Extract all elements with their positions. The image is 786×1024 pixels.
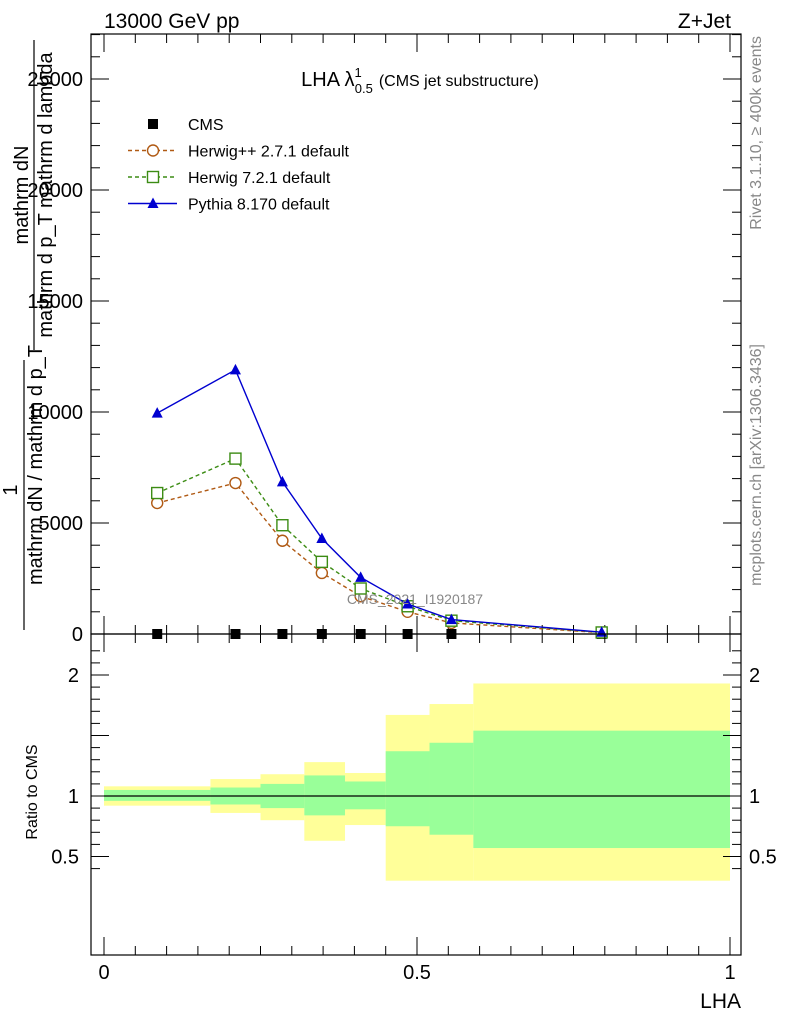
main-title-sub: 0.5	[355, 81, 373, 96]
labels: 13000 GeV pp Z+Jet Rivet 3.1.10, ≥ 400k …	[0, 10, 765, 1013]
main-ytick-label: 10000	[27, 402, 83, 424]
ratio-xtick-label: 0.5	[403, 962, 431, 984]
legend-marker-cms	[148, 119, 158, 129]
ratio-ytick-label-right: 1	[749, 786, 760, 808]
point-herwig-7-2-1-default	[151, 486, 164, 500]
series-line-pythia-8-170-default	[156, 368, 602, 633]
inner-band-bin-4	[345, 781, 386, 810]
ratio-ytick-label: 2	[68, 665, 79, 687]
point-herwig-2-7-1-default	[315, 566, 329, 580]
ratio-plot: 0 0.5 1 0.5 0.5 1 1 2 2	[51, 633, 777, 984]
inner-band-bin-0	[104, 789, 211, 801]
point-herwig-7-2-1-default	[276, 519, 289, 532]
point-pythia-8-170-default	[402, 598, 414, 609]
main-title-text: LHA λ	[301, 69, 354, 91]
rivet-note: Rivet 3.1.10, ≥ 400k events	[748, 36, 765, 230]
inner-band-bin-7	[473, 730, 730, 849]
y-label-line-1: mathrm dN	[11, 146, 33, 245]
ratio-ytick-label-right: 0.5	[749, 847, 777, 869]
source-note: mcplots.cern.ch [arXiv:1306.3436]	[748, 344, 765, 586]
main-plot: 0 5000 10000 15000 20000 25000 CMS Herwig++ 2.7…	[27, 33, 742, 646]
inner-band-bin-3	[304, 775, 346, 816]
ratio-xtick-label: 1	[724, 962, 735, 984]
inner-band-bin-6	[429, 742, 474, 835]
y-label-line-2: mathrm d p_T mathrm d lambda	[35, 51, 57, 337]
point-pythia-8-170-default	[151, 407, 163, 418]
legend-label-herwig-7-2-1-default: Herwig 7.2.1 default	[188, 170, 331, 187]
legend-label-cms: CMS	[188, 117, 224, 134]
point-pythia-8-170-default	[276, 475, 288, 487]
main-ytick-label: 20000	[27, 180, 83, 202]
legend-marker-pythia-8-170-default	[147, 197, 159, 208]
main-ytick-label: 25000	[27, 69, 83, 91]
inner-band-bin-5	[385, 751, 430, 827]
point-pythia-8-170-default	[445, 613, 457, 625]
ratio-xtick-label: 0	[98, 962, 109, 984]
point-pythia-8-170-default	[229, 363, 241, 375]
main-title: LHA λ1 0.5 (CMS jet substructure)	[301, 65, 539, 96]
main-ytick-label: 5000	[39, 513, 84, 535]
series-line-herwig-7-2-1-default	[156, 457, 602, 634]
x-axis-label: LHA	[700, 990, 741, 1013]
legend-label-herwig-2-7-1-default: Herwig++ 2.7.1 default	[188, 144, 350, 161]
legend-marker-herwig-7-2-1-default	[146, 170, 160, 184]
legend-marker-herwig-2-7-1-default	[146, 144, 160, 157]
process-label: Z+Jet	[678, 10, 731, 33]
point-herwig-2-7-1-default	[229, 476, 242, 490]
legend-label-pythia-8-170-default: Pythia 8.170 default	[188, 197, 330, 214]
ratio-frame	[90, 633, 742, 956]
main-title-subtitle: (CMS jet substructure)	[379, 73, 539, 90]
point-herwig-7-2-1-default	[354, 582, 367, 595]
legend: CMS Herwig++ 2.7.1 default Herwig 7.2.1 de…	[128, 117, 350, 214]
main-ytick-label: 0	[72, 624, 83, 646]
y-label-line-4: mathrm dN / mathrm d p_T	[25, 345, 47, 585]
ratio-ytick-label: 1	[68, 786, 79, 808]
main-title-sup: 1	[355, 65, 362, 80]
energy-label: 13000 GeV pp	[104, 10, 239, 33]
y-label-line-3: 1	[0, 484, 22, 495]
ratio-ytick-label: 0.5	[51, 847, 79, 869]
point-pythia-8-170-default	[316, 532, 328, 544]
ratio-y-label: Ratio to CMS	[24, 744, 41, 839]
main-ytick-label: 15000	[27, 291, 83, 313]
point-herwig-7-2-1-default	[315, 555, 329, 569]
point-herwig-7-2-1-default	[229, 452, 242, 465]
ratio-ytick-label-right: 2	[749, 665, 760, 687]
watermark: CMS_2021_I1920187	[347, 591, 483, 607]
point-pythia-8-170-default	[355, 571, 367, 582]
point-herwig-2-7-1-default	[276, 534, 289, 547]
series-line-herwig-2-7-1-default	[157, 482, 602, 634]
